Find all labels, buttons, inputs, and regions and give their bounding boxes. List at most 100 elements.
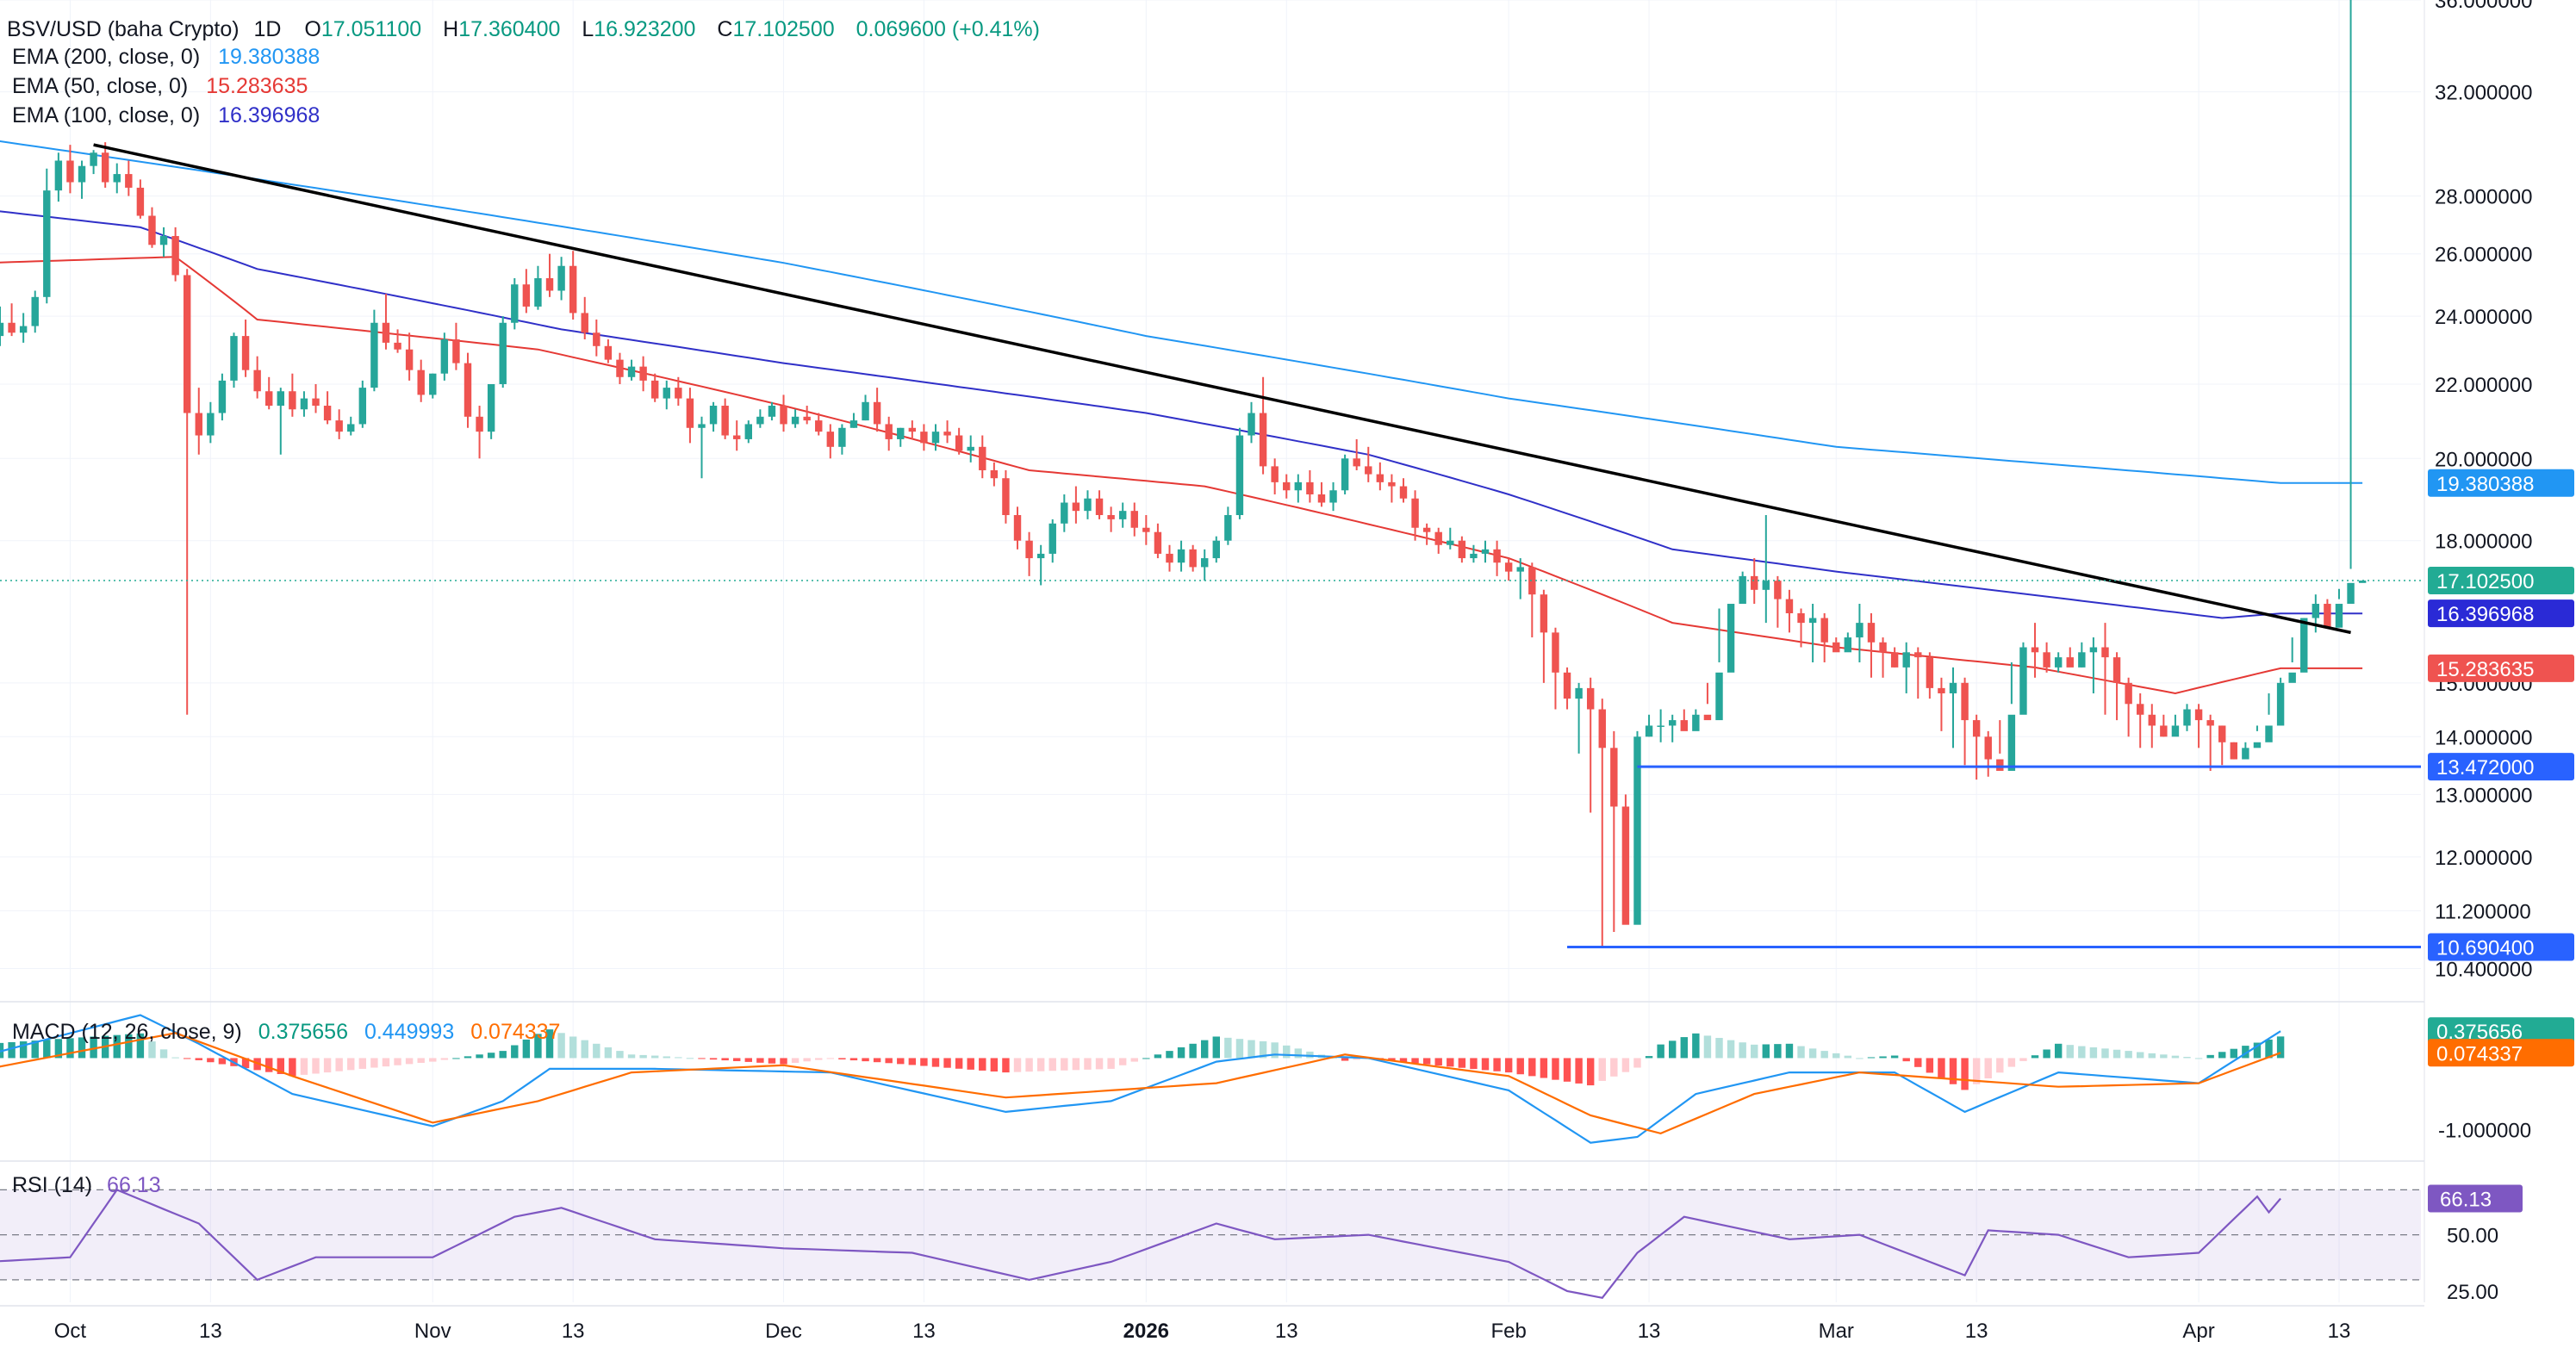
candle-body (125, 174, 133, 188)
macd-histogram-bar (1107, 1058, 1115, 1069)
candle-body (1867, 623, 1876, 643)
candle-body (1177, 549, 1185, 563)
candle-body (1762, 581, 1770, 590)
open-value: 17.051100 (321, 17, 421, 41)
candle-body (604, 345, 613, 360)
candle-body (487, 383, 495, 432)
macd-histogram-bar (440, 1058, 449, 1060)
candle-body (1154, 531, 1162, 554)
macd-histogram-bar (1411, 1058, 1419, 1064)
price-tick-label: 22.000000 (2435, 374, 2532, 397)
candle-body (1317, 494, 1326, 503)
candle-body (1972, 720, 1981, 737)
candle-body (2242, 748, 2249, 760)
candle-body (452, 338, 460, 363)
candle-body (1084, 498, 1092, 512)
candle-body (230, 336, 238, 381)
macd-histogram-bar (382, 1058, 390, 1067)
candle-body (826, 432, 835, 447)
macd-pane: -1.000000 0.375656 0.074337 (0, 1001, 2574, 1144)
candle-body (2312, 604, 2320, 618)
candle-body (1610, 748, 1618, 807)
candle-body (476, 416, 483, 432)
macd-histogram-bar (2148, 1053, 2156, 1059)
trendline[interactable] (93, 143, 2351, 635)
price-tag: 15.283635 (2436, 658, 2534, 681)
candle-body (1504, 562, 1513, 572)
macd-histogram-bar (1586, 1058, 1595, 1086)
price-tick-label: 13.000000 (2435, 784, 2532, 807)
candle-body (1002, 478, 1010, 516)
ema100-label: EMA (100, close, 0) (12, 103, 200, 127)
macd-histogram-bar (2125, 1051, 2132, 1059)
macd-histogram-bar (1422, 1058, 1431, 1065)
candle-body (2288, 672, 2296, 683)
candle-body (862, 401, 869, 421)
macd-histogram-bar (2276, 1036, 2285, 1059)
candle-body (54, 160, 63, 191)
candle-body (1118, 511, 1127, 519)
candle-body (2043, 652, 2050, 668)
macd-histogram-bar (487, 1053, 495, 1059)
rsi-line (0, 1189, 2281, 1300)
macd-histogram-bar (873, 1058, 881, 1063)
candle-body (1540, 594, 1548, 633)
rsi-value: 66.13 (107, 1173, 161, 1197)
time-tick-label: Mar (1819, 1320, 1854, 1343)
candle-body (2054, 657, 2063, 668)
macd-histogram-bar (1703, 1035, 1712, 1059)
macd-histogram-bar (136, 1033, 145, 1059)
candle-body (1621, 806, 1630, 925)
candle-body (2031, 647, 2039, 653)
candle-body (581, 313, 588, 333)
macd-histogram-bar (2089, 1047, 2098, 1059)
time-tick-label: Apr (2182, 1320, 2214, 1343)
candle-body (1422, 527, 1431, 532)
candle-body (66, 160, 74, 183)
macd-histogram-bar (1072, 1058, 1080, 1071)
macd-histogram-bar (1563, 1058, 1571, 1082)
candle-body (2160, 725, 2168, 737)
candle-body (1739, 575, 1746, 605)
legend: BSV/USD (baha Crypto) 1D O17.051100 H17.… (7, 17, 1040, 1197)
time-tick-label: Nov (414, 1320, 451, 1343)
macd-histogram-bar (54, 1039, 63, 1059)
candle-body (2324, 604, 2331, 628)
price-tick-label: 26.000000 (2435, 244, 2532, 267)
time-tick-label: 13 (199, 1320, 222, 1343)
macd-histogram-bar (979, 1058, 986, 1071)
candle-body (1727, 604, 1735, 673)
candle-body (1271, 466, 1279, 482)
candle-body (2206, 720, 2214, 726)
ema50-value: 15.283635 (206, 74, 308, 98)
candle-body (405, 349, 414, 370)
macd-histogram-bar (639, 1054, 647, 1059)
rsi-pane: 50.00 25.00 66.13 (0, 1160, 2523, 1304)
macd-histogram-bar (277, 1058, 285, 1074)
macd-histogram-bar (709, 1058, 718, 1060)
price-tag: 19.380388 (2436, 473, 2534, 496)
macd-histogram-bar (791, 1058, 800, 1063)
macd-histogram-bar (1177, 1047, 1185, 1059)
macd-histogram-bar (1879, 1056, 1887, 1059)
candle-body (1938, 687, 1945, 693)
macd-histogram-bar (826, 1058, 835, 1059)
candle-body (1890, 652, 1899, 668)
candle-body (113, 174, 121, 183)
price-tag-bg (2428, 599, 2574, 628)
open-label: O (304, 17, 320, 41)
legend-ema100: EMA (100, close, 0) 16.396968 (12, 103, 320, 127)
annotations (93, 143, 2421, 949)
candle-body (101, 152, 109, 183)
rsi-tag: 66.13 (2440, 1188, 2492, 1211)
candle-body (1025, 540, 1033, 559)
candle-body (791, 416, 800, 425)
candle-body (908, 427, 917, 432)
candle-body (931, 432, 940, 444)
macd-tag: 0.074337 (2436, 1042, 2523, 1065)
macd-histogram-bar (1633, 1058, 1641, 1068)
macd-histogram-bar (1552, 1058, 1559, 1080)
macd-histogram-bar (2194, 1058, 2203, 1059)
